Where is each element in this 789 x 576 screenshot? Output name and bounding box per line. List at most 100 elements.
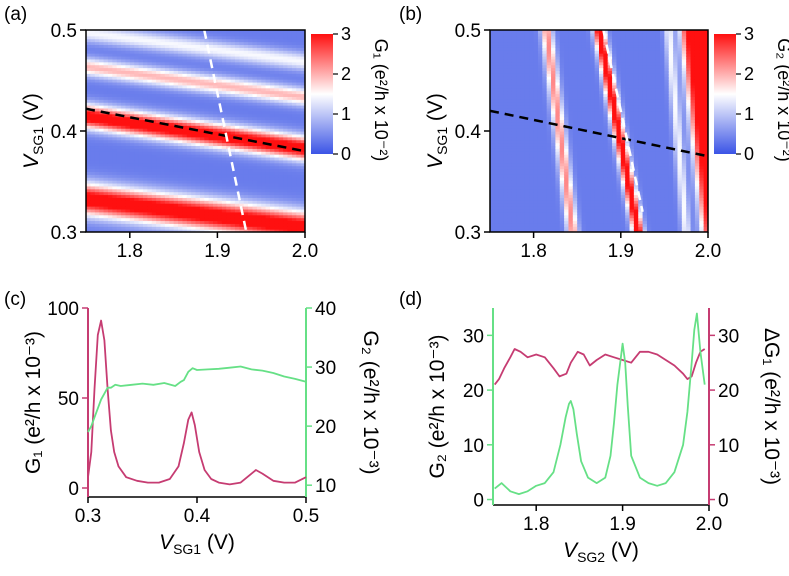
heatmap-cell [99,171,105,175]
heatmap-cell [546,70,552,74]
heatmap-cell [160,191,166,196]
heatmap-cell [551,217,556,222]
heatmap-cell [300,148,305,152]
heatmap-cell [103,139,109,144]
heatmap-cell [511,50,517,54]
heatmap-cell [112,180,118,184]
heatmap-cell [261,208,267,213]
heatmap-cell [503,76,509,80]
heatmap-cell [99,133,105,138]
heatmap-cell [559,188,565,193]
heatmap-cell [542,165,548,170]
heatmap-cell [248,154,254,158]
heatmap-cell [164,136,170,141]
heatmap-cell [503,32,509,37]
heatmap-cell [564,119,570,123]
heatmap-cell [217,84,223,89]
heatmap-cell [147,116,153,121]
heatmap-cell [116,44,122,48]
heatmap-cell [129,58,135,63]
heatmap-cell [134,76,140,80]
heatmap-cell [169,159,175,164]
heatmap-cell [213,185,218,190]
heatmap-cell [296,165,302,170]
heatmap-cell [503,116,509,121]
heatmap-cell [147,105,153,109]
heatmap-cell [537,73,543,77]
heatmap-cell [121,32,127,37]
heatmap-cell [217,188,223,193]
heatmap-cell [134,128,140,132]
heatmap-cell [125,107,131,112]
heatmap-cell [213,102,218,106]
heatmap-cell [265,38,271,43]
heatmap-cell [296,136,302,141]
heatmap-cell [265,206,271,210]
heatmap-cell [147,206,153,210]
heatmap-cell [90,38,96,43]
heatmap-cell [287,53,293,57]
heatmap-cell [572,55,578,60]
heatmap-cell [182,93,188,97]
heatmap-cell [173,44,179,48]
heatmap-cell [577,165,583,170]
heatmap-cell [529,168,535,172]
heatmap-cell [269,50,275,54]
heatmap-cell [252,105,258,109]
heatmap-cell [274,116,280,121]
heatmap-cell [199,197,205,201]
heatmap-cell [99,168,105,172]
heatmap-cell [490,131,495,135]
heatmap-cell [516,81,522,86]
heatmap-cell [116,47,122,51]
heatmap-cell [291,55,297,60]
heatmap-cell [287,38,293,43]
heatmap-cell [125,105,131,109]
heatmap-cell [112,107,118,112]
heatmap-cell [156,50,162,54]
heatmap-cell [503,136,509,141]
heatmap-cell [107,214,113,219]
heatmap-cell [248,41,254,46]
heatmap-cell [199,50,205,54]
heatmap-cell [490,148,495,152]
heatmap-cell [296,113,302,118]
heatmap-cell [252,206,258,210]
heatmap-cell [94,105,100,109]
heatmap-cell [125,200,131,204]
heatmap-cell [169,58,175,63]
heatmap-cell [542,41,548,46]
heatmap-cell [156,188,162,193]
heatmap-cell [498,180,504,184]
heatmap-cell [511,32,517,37]
heatmap-cell [239,32,245,37]
heatmap-cell [287,154,293,158]
heatmap-cell [559,223,565,227]
heatmap-cell [177,107,183,112]
heatmap-cell [191,32,197,37]
heatmap-cell [243,208,249,213]
heatmap-cell [86,214,91,219]
heatmap-cell [103,171,109,175]
heatmap-cell [555,191,561,196]
heatmap-cell [494,194,500,198]
heatmap-cell [498,211,504,216]
heatmap-cell [296,214,302,219]
heatmap-cell [204,113,210,118]
heatmap-cell [234,47,240,51]
heatmap-cell [243,67,249,71]
heatmap-cell [191,139,197,144]
heatmap-cell [533,81,539,86]
heatmap-cell [559,96,565,100]
heatmap-cell [498,177,504,181]
heatmap-cell [142,81,148,86]
heatmap-cell [147,188,153,193]
heatmap-cell [142,32,148,37]
heatmap-cell [173,142,179,147]
heatmap-cell [296,73,302,77]
heatmap-cell [217,217,223,222]
heatmap-cell [103,79,109,83]
heatmap-cell [226,128,232,132]
heatmap-cell [129,38,135,43]
heatmap-cell [116,50,122,54]
